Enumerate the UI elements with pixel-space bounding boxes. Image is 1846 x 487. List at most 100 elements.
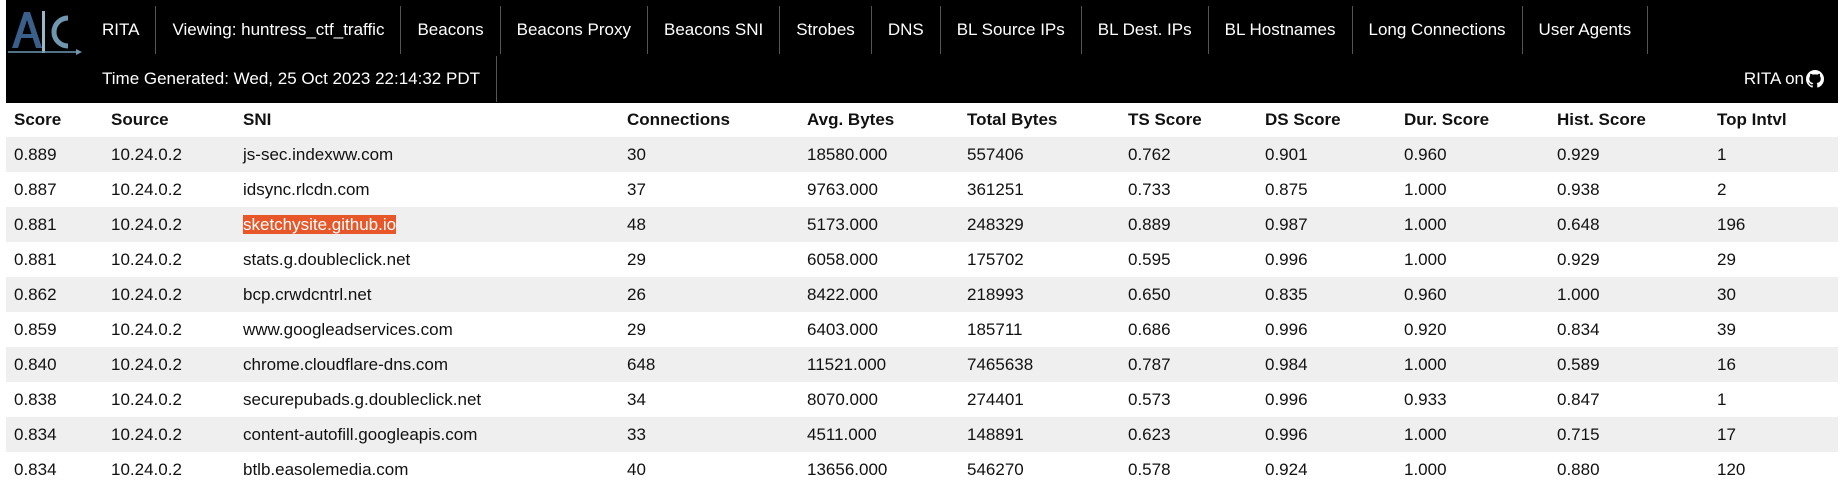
nav-item-strobes[interactable]: Strobes — [780, 6, 872, 54]
table-row[interactable]: 0.834 10.24.0.2 content-autofill.googleapi… — [6, 417, 1838, 452]
cell-total-bytes: 557406 — [967, 144, 1024, 164]
cell-avg-bytes: 4511.000 — [807, 424, 877, 444]
cell-total-bytes: 7465638 — [967, 354, 1034, 374]
cell-avg-bytes: 18580.000 — [807, 144, 888, 164]
cell-top-intvl: 30 — [1717, 284, 1736, 304]
column-header-avg-bytes[interactable]: Avg. Bytes — [807, 110, 895, 129]
cell-ds-score: 0.984 — [1265, 354, 1308, 374]
cell-connections: 29 — [627, 249, 646, 269]
column-header-source[interactable]: Source — [111, 110, 169, 129]
column-header-ds-score[interactable]: DS Score — [1265, 110, 1341, 129]
column-header-sni[interactable]: SNI — [243, 110, 272, 129]
cell-ds-score: 0.901 — [1265, 144, 1308, 164]
cell-connections: 40 — [627, 459, 646, 479]
cell-source: 10.24.0.2 — [111, 214, 182, 234]
cell-top-intvl: 29 — [1717, 249, 1736, 269]
cell-dur-score: 0.960 — [1404, 144, 1447, 164]
cell-total-bytes: 274401 — [967, 389, 1024, 409]
cell-connections: 34 — [627, 389, 646, 409]
cell-hist-score: 0.834 — [1557, 319, 1600, 339]
nav-item-rita[interactable]: RITA — [86, 6, 157, 54]
cell-source: 10.24.0.2 — [111, 249, 182, 269]
cell-dur-score: 1.000 — [1404, 424, 1447, 444]
sni-beacons-table-container: Score Source SNI Connections Avg. Bytes Total… — [6, 103, 1838, 487]
main-nav: RITA Viewing: huntress_ctf_traffic Beacons… — [86, 6, 1649, 54]
cell-hist-score: 0.589 — [1557, 354, 1600, 374]
nav-item-viewing[interactable]: Viewing: huntress_ctf_traffic — [156, 6, 402, 54]
cell-top-intvl: 1 — [1717, 144, 1727, 164]
cell-total-bytes: 361251 — [967, 179, 1024, 199]
cell-hist-score: 0.847 — [1557, 389, 1600, 409]
cell-sni: securepubads.g.doubleclick.net — [243, 389, 482, 409]
cell-hist-score: 0.715 — [1557, 424, 1600, 444]
table-row[interactable]: 0.881 10.24.0.2 sketchysite.github.io 48 517… — [6, 207, 1838, 242]
cell-total-bytes: 185711 — [967, 319, 1023, 339]
cell-ds-score: 0.996 — [1265, 389, 1308, 409]
table-row[interactable]: 0.840 10.24.0.2 chrome.cloudflare-dns.com 6… — [6, 347, 1838, 382]
nav-item-dns[interactable]: DNS — [872, 6, 941, 54]
column-header-ts-score[interactable]: TS Score — [1128, 110, 1202, 129]
column-header-score[interactable]: Score — [14, 110, 62, 129]
nav-item-beacons-sni[interactable]: Beacons SNI — [648, 6, 781, 54]
rita-on-label: RITA on — [1743, 69, 1804, 88]
nav-item-user-agents[interactable]: User Agents — [1523, 6, 1649, 54]
table-row[interactable]: 0.889 10.24.0.2 js-sec.indexww.com 30 18580.… — [6, 137, 1838, 172]
cell-ts-score: 0.787 — [1128, 354, 1171, 374]
cell-total-bytes: 248329 — [967, 214, 1024, 234]
nav-item-bl-source-ips[interactable]: BL Source IPs — [941, 6, 1082, 54]
cell-avg-bytes: 11521.000 — [807, 354, 887, 374]
cell-avg-bytes: 6403.000 — [807, 319, 878, 339]
cell-avg-bytes: 13656.000 — [807, 459, 888, 479]
cell-source: 10.24.0.2 — [111, 179, 182, 199]
nav-item-bl-hostnames[interactable]: BL Hostnames — [1209, 6, 1353, 54]
column-header-hist-score[interactable]: Hist. Score — [1557, 110, 1646, 129]
time-generated: Time Generated: Wed, 25 Oct 2023 22:14:3… — [86, 56, 497, 102]
cell-hist-score: 0.938 — [1557, 179, 1600, 199]
cell-sni: btlb.easolemedia.com — [243, 459, 409, 479]
cell-hist-score: 0.880 — [1557, 459, 1600, 479]
table-row[interactable]: 0.881 10.24.0.2 stats.g.doubleclick.net 29 6… — [6, 242, 1838, 277]
cell-avg-bytes: 8422.000 — [807, 284, 878, 304]
cell-total-bytes: 546270 — [967, 459, 1024, 479]
cell-total-bytes: 148891 — [967, 424, 1024, 444]
cell-source: 10.24.0.2 — [111, 144, 182, 164]
column-header-total-bytes[interactable]: Total Bytes — [967, 110, 1058, 129]
cell-score: 0.834 — [14, 424, 57, 444]
cell-sni: chrome.cloudflare-dns.com — [243, 354, 449, 374]
table-row[interactable]: 0.834 10.24.0.2 btlb.easolemedia.com 40 1365… — [6, 452, 1838, 487]
rita-logo[interactable] — [6, 8, 84, 56]
cell-ds-score: 0.996 — [1265, 424, 1308, 444]
nav-item-long-connections[interactable]: Long Connections — [1353, 6, 1523, 54]
cell-total-bytes: 175702 — [967, 249, 1024, 269]
cell-sni: www.googleadservices.com — [243, 319, 453, 339]
cell-connections: 33 — [627, 424, 646, 444]
cell-top-intvl: 1 — [1717, 389, 1727, 409]
cell-score: 0.840 — [14, 354, 57, 374]
cell-ds-score: 0.996 — [1265, 249, 1308, 269]
cell-ts-score: 0.889 — [1128, 214, 1171, 234]
column-header-dur-score[interactable]: Dur. Score — [1404, 110, 1490, 129]
cell-ts-score: 0.733 — [1128, 179, 1171, 199]
cell-sni: idsync.rlcdn.com — [243, 179, 370, 199]
column-header-connections[interactable]: Connections — [627, 110, 730, 129]
cell-ts-score: 0.623 — [1128, 424, 1171, 444]
rita-on-github-link[interactable]: RITA on — [1744, 56, 1824, 102]
table-header-row: Score Source SNI Connections Avg. Bytes Total… — [6, 103, 1838, 137]
column-header-top-intvl[interactable]: Top Intvl — [1717, 110, 1787, 129]
cell-avg-bytes: 9763.000 — [807, 179, 878, 199]
table-row[interactable]: 0.859 10.24.0.2 www.googleadservices.com 29… — [6, 312, 1838, 347]
cell-ds-score: 0.996 — [1265, 319, 1308, 339]
nav-item-beacons[interactable]: Beacons — [401, 6, 501, 54]
cell-dur-score: 1.000 — [1404, 214, 1447, 234]
cell-connections: 37 — [627, 179, 646, 199]
cell-total-bytes: 218993 — [967, 284, 1024, 304]
nav-item-bl-dest-ips[interactable]: BL Dest. IPs — [1082, 6, 1209, 54]
nav-item-beacons-proxy[interactable]: Beacons Proxy — [501, 6, 648, 54]
table-row[interactable]: 0.838 10.24.0.2 securepubads.g.doubleclick… — [6, 382, 1838, 417]
cell-hist-score: 1.000 — [1557, 284, 1600, 304]
cell-connections: 48 — [627, 214, 646, 234]
cell-source: 10.24.0.2 — [111, 354, 182, 374]
cell-top-intvl: 17 — [1717, 424, 1736, 444]
table-row[interactable]: 0.887 10.24.0.2 idsync.rlcdn.com 37 9763.000… — [6, 172, 1838, 207]
table-row[interactable]: 0.862 10.24.0.2 bcp.crwdcntrl.net 26 8422.00… — [6, 277, 1838, 312]
